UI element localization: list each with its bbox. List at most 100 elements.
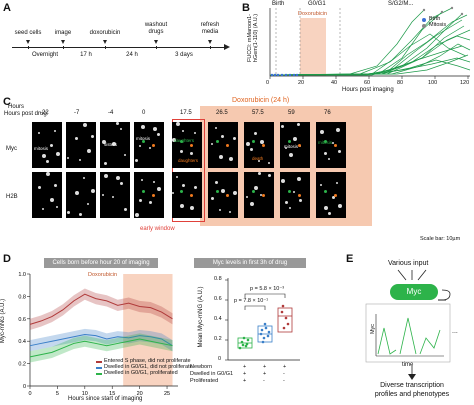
cell-nucleus — [102, 194, 104, 196]
fucci-plot: Birth G0/G1 S/G2/M... Doxorubicin FUCCI:… — [247, 0, 474, 96]
condition-table: Newborn + + + Dwelled in G0/G1 + + - Pro… — [190, 364, 310, 385]
cell-nucleus — [268, 174, 271, 177]
cell: - — [283, 371, 285, 377]
daughter-marker-2 — [152, 144, 155, 147]
h2b-tile — [32, 172, 62, 218]
time-label: 57.5 — [252, 110, 264, 116]
xtick-120: 120 — [460, 80, 470, 86]
phase-sg2m: S/G2/M... — [388, 1, 414, 7]
d-xtick-label: 15 — [109, 391, 115, 397]
ann-mitosis-4: mitosis — [318, 140, 333, 145]
row-newborn: Newborn — [190, 364, 213, 370]
daughter-marker — [216, 190, 219, 193]
h2b-tile — [100, 172, 130, 218]
time-label: 59 — [288, 110, 295, 116]
fucci-xlabel: Hours post imaging — [342, 87, 394, 93]
d-ytick-label: 1.0 — [18, 272, 26, 278]
ann-death-1: death — [252, 156, 264, 161]
d-legend-swatch — [96, 373, 102, 375]
cell-nucleus — [124, 154, 126, 156]
cell-nucleus — [190, 152, 193, 155]
e-out1: Diverse transcription — [380, 382, 444, 389]
dox-shading-d — [123, 274, 173, 386]
d-xtick-label: 0 — [28, 391, 31, 397]
cell-nucleus — [54, 184, 57, 187]
cell-nucleus — [219, 209, 221, 211]
box-ytick-08: 0.8 — [214, 276, 222, 282]
cell-nucleus — [320, 130, 324, 134]
daughter-marker — [324, 140, 327, 143]
cell-nucleus — [194, 186, 197, 189]
row-myc: Myc — [6, 146, 17, 152]
series-line-0 — [29, 293, 173, 325]
cell-nucleus — [135, 213, 139, 217]
h2b-tile — [280, 172, 310, 218]
timeline: seed cells image doxorubicin washout dru… — [8, 22, 238, 88]
cell-nucleus — [332, 142, 334, 144]
legend-birth: Birth — [429, 16, 441, 22]
cell-nucleus — [42, 154, 46, 158]
box-ylabel: Mean Myc-mNG (A.U.) — [198, 286, 204, 348]
pval-2: p = 7.8 × 10⁻¹ — [234, 298, 269, 304]
cell-nucleus — [324, 152, 327, 155]
cell-nucleus — [79, 213, 82, 216]
cell-nucleus — [219, 155, 223, 159]
daughter-marker-2 — [334, 194, 337, 197]
step-washout: washout drugs — [144, 22, 168, 35]
e-out2: profiles and phenotypes — [374, 391, 450, 398]
daughter-marker — [252, 140, 255, 143]
cell-nucleus — [50, 198, 54, 202]
cell-nucleus — [211, 197, 214, 200]
row-h2b: H2B — [6, 194, 18, 200]
d-legend-item: Dwelled in G0/G1, proliferated — [96, 370, 193, 376]
cell-nucleus — [258, 160, 260, 162]
d-ytick-label: 0 — [23, 384, 26, 390]
d-legend-label: Dwelled in G0/G1, did not proliferate — [104, 364, 193, 370]
cell-nucleus — [67, 157, 69, 159]
cell-nucleus — [75, 191, 79, 195]
cell-nucleus — [299, 199, 302, 202]
time-label: 76 — [324, 110, 331, 116]
cell-nucleus — [246, 142, 250, 146]
xtick-40: 40 — [331, 80, 338, 86]
band-0 — [30, 288, 173, 330]
box-title: Myc levels in first 3h of drug — [194, 258, 306, 268]
cell-nucleus — [42, 208, 44, 210]
daughter-marker — [324, 190, 327, 193]
interval-17h: 17 h — [80, 52, 92, 58]
e-ylabel: Myc — [370, 323, 377, 335]
xtick-20: 20 — [298, 80, 305, 86]
time-label: -4 — [108, 110, 114, 116]
cell-nucleus — [141, 179, 143, 181]
daughter-marker-2 — [190, 144, 193, 147]
cell-nucleus — [139, 199, 142, 202]
cell-nucleus — [289, 153, 293, 157]
daughter-marker — [180, 140, 183, 143]
scale-bar: Scale bar: 10µm — [420, 236, 461, 242]
myc-tile — [208, 122, 238, 168]
cell: + — [243, 364, 247, 370]
cell-nucleus — [328, 212, 331, 215]
ann-sisters: sisters — [104, 142, 118, 147]
d-ylabel: Myc-mNG (A.U.) — [0, 298, 6, 344]
cell-nucleus — [112, 142, 116, 146]
cell-nucleus — [336, 182, 338, 184]
daughter-marker-2 — [298, 194, 301, 197]
cell-nucleus — [215, 127, 217, 129]
xtick-0: 0 — [266, 80, 270, 86]
cell-nucleus — [233, 137, 236, 140]
cell-nucleus — [139, 145, 141, 147]
cell-nucleus — [180, 204, 184, 208]
daughter-marker-2 — [262, 194, 265, 197]
cell-nucleus — [182, 184, 185, 187]
fucci-legend: Birth Mitosis — [422, 16, 446, 28]
d-ytick-label: 0.6 — [18, 317, 26, 323]
cell-nucleus — [157, 133, 160, 136]
cell-nucleus — [285, 147, 287, 149]
cell-nucleus — [56, 206, 58, 208]
cell-nucleus — [297, 177, 301, 181]
myc-node: Myc — [390, 284, 438, 300]
cell-nucleus — [246, 196, 248, 198]
cell-nucleus — [250, 148, 253, 151]
band-2 — [30, 333, 173, 363]
